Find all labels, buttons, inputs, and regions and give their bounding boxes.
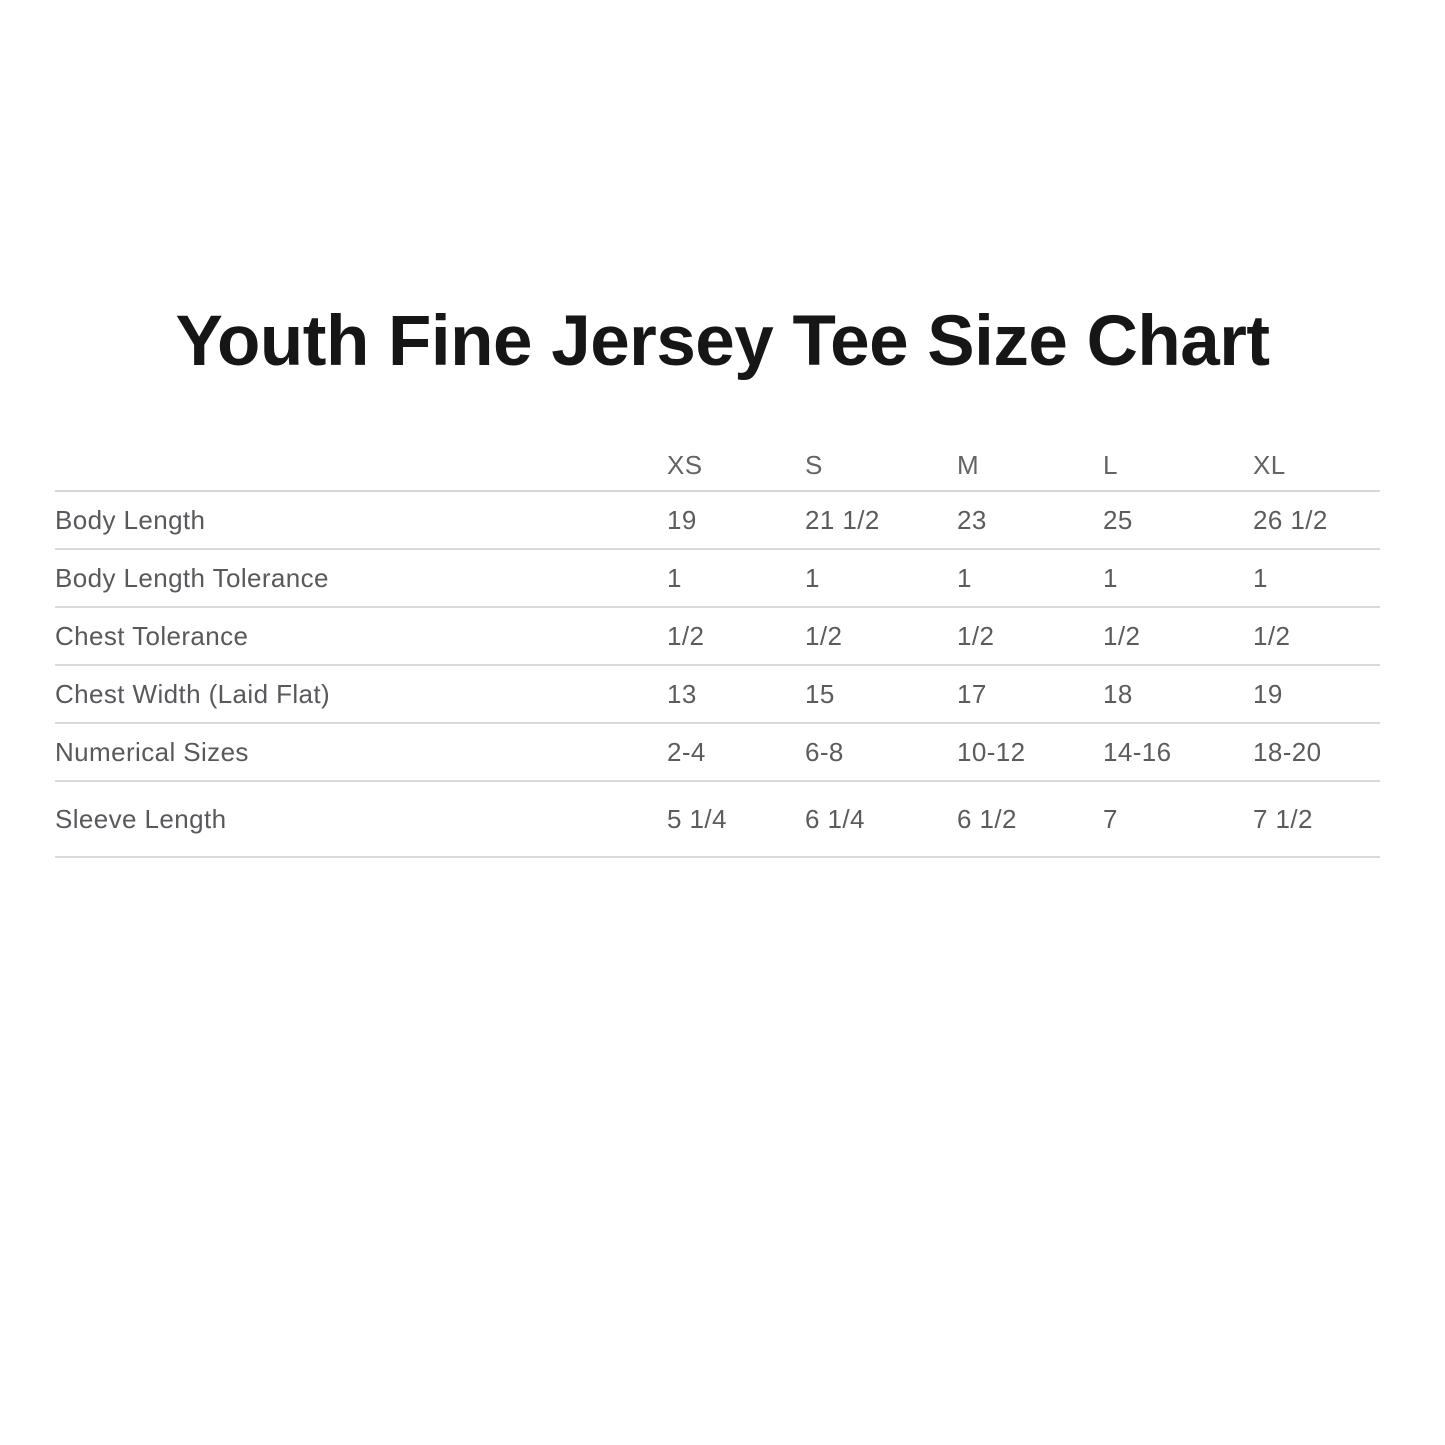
size-chart-table-container: XS S M L XL Body Length 19 21 1/2 23 25 …: [55, 441, 1380, 858]
table-cell: 1/2: [957, 620, 995, 651]
table-cell: 26 1/2: [1253, 504, 1328, 535]
table-row-sleeve-length: Sleeve Length 5 1/4 6 1/4 6 1/2 7 7 1/2: [55, 781, 1380, 857]
table-cell: 5 1/4: [667, 803, 727, 834]
size-column-header-l: L: [1103, 441, 1253, 492]
row-label: Chest Tolerance: [55, 620, 249, 651]
table-cell: 13: [667, 678, 697, 709]
table-row-chest-width: Chest Width (Laid Flat) 13 15 17 18 19: [55, 665, 1380, 723]
table-cell: 1: [1103, 562, 1118, 593]
table-cell: 15: [805, 678, 835, 709]
row-label: Body Length: [55, 504, 206, 535]
table-cell: 18-20: [1253, 736, 1322, 767]
page-title: Youth Fine Jersey Tee Size Chart: [175, 302, 1270, 381]
table-cell: 25: [1103, 504, 1133, 535]
table-cell: 2-4: [667, 736, 706, 767]
size-column-header-xl: XL: [1253, 441, 1380, 492]
table-cell: 1/2: [667, 620, 705, 651]
table-cell: 18: [1103, 678, 1133, 709]
table-cell: 1/2: [805, 620, 843, 651]
table-cell: 1: [1253, 562, 1268, 593]
table-cell: 1/2: [1103, 620, 1141, 651]
size-column-header-m: M: [957, 441, 1103, 492]
table-cell: 17: [957, 678, 987, 709]
size-column-header-s: S: [805, 441, 957, 492]
table-cell: 23: [957, 504, 987, 535]
table-cell: 19: [667, 504, 697, 535]
size-column-header-xs: XS: [667, 441, 805, 492]
table-cell: 7: [1103, 803, 1118, 834]
table-cell: 19: [1253, 678, 1283, 709]
row-label: Chest Width (Laid Flat): [55, 678, 331, 709]
table-cell: 1: [957, 562, 972, 593]
table-cell: 6 1/2: [957, 803, 1017, 834]
table-row-numerical-sizes: Numerical Sizes 2-4 6-8 10-12 14-16 18-2…: [55, 723, 1380, 781]
size-header-empty: [55, 441, 667, 492]
row-label: Body Length Tolerance: [55, 562, 329, 593]
table-cell: 14-16: [1103, 736, 1172, 767]
table-cell: 1: [667, 562, 682, 593]
table-cell: 6-8: [805, 736, 844, 767]
table-row-body-length-tolerance: Body Length Tolerance 1 1 1 1 1: [55, 549, 1380, 607]
table-cell: 7 1/2: [1253, 803, 1313, 834]
size-header-row: XS S M L XL: [55, 441, 1380, 492]
table-cell: 10-12: [957, 736, 1026, 767]
table-cell: 6 1/4: [805, 803, 865, 834]
table-row-chest-tolerance: Chest Tolerance 1/2 1/2 1/2 1/2 1/2: [55, 607, 1380, 665]
row-label: Sleeve Length: [55, 803, 227, 834]
row-label: Numerical Sizes: [55, 736, 249, 767]
table-cell: 1/2: [1253, 620, 1291, 651]
table-row-body-length: Body Length 19 21 1/2 23 25 26 1/2: [55, 491, 1380, 549]
size-chart-table: XS S M L XL Body Length 19 21 1/2 23 25 …: [55, 441, 1380, 858]
table-cell: 1: [805, 562, 820, 593]
table-cell: 21 1/2: [805, 504, 880, 535]
